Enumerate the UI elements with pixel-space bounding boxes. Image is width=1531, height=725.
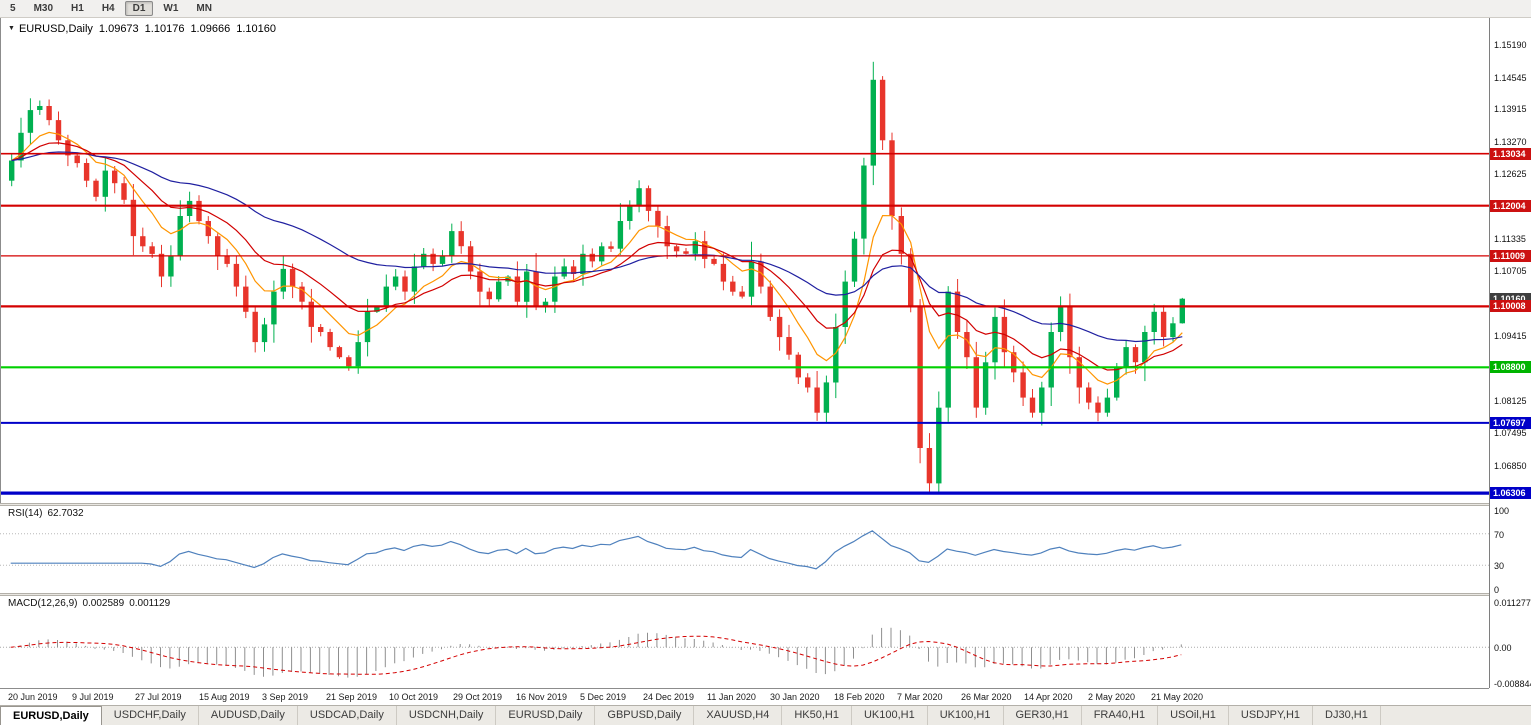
date-label: 20 Jun 2019 bbox=[8, 692, 58, 702]
chart-tab-dj30-h1[interactable]: DJ30,H1 bbox=[1313, 706, 1381, 725]
rsi-value: 62.7032 bbox=[47, 508, 84, 519]
ohlc-close: 1.10160 bbox=[236, 23, 276, 35]
chart-tab-eurusd-daily[interactable]: EURUSD,Daily bbox=[496, 706, 596, 725]
chart-tab-gbpusd-daily[interactable]: GBPUSD,Daily bbox=[595, 706, 695, 725]
main-price-chart-canvas[interactable] bbox=[0, 18, 1490, 503]
timeframe-toolbar: 5 M30 H1 H4 D1 W1 MN bbox=[0, 0, 1531, 18]
date-label: 11 Jan 2020 bbox=[707, 692, 756, 702]
date-label: 16 Nov 2019 bbox=[516, 692, 568, 702]
price-tick: 1.09415 bbox=[1494, 331, 1527, 341]
price-line-badge: 1.13034 bbox=[1490, 148, 1531, 160]
price-tick: 1.06850 bbox=[1494, 461, 1527, 471]
symbol-dropdown-icon[interactable]: ▼ bbox=[8, 25, 15, 32]
date-label: 3 Sep 2019 bbox=[262, 692, 309, 702]
date-label: 5 Dec 2019 bbox=[580, 692, 627, 702]
price-line-badge: 1.07697 bbox=[1490, 417, 1531, 429]
time-axis[interactable]: 20 Jun 2019 9 Jul 2019 27 Jul 2019 15 Aug 2… bbox=[0, 688, 1489, 706]
date-label: 7 Mar 2020 bbox=[897, 692, 943, 702]
chart-tab-uk100-h1[interactable]: UK100,H1 bbox=[852, 706, 928, 725]
date-label: 2 May 2020 bbox=[1088, 692, 1136, 702]
price-line-badge: 1.06306 bbox=[1490, 487, 1531, 499]
chart-tab-usdchf-daily[interactable]: USDCHF,Daily bbox=[102, 706, 199, 725]
date-label: 27 Jul 2019 bbox=[135, 692, 182, 702]
macd-signal-value: 0.001129 bbox=[129, 598, 171, 609]
price-tick: 1.10705 bbox=[1494, 266, 1527, 276]
chart-tab-audusd-daily[interactable]: AUDUSD,Daily bbox=[199, 706, 298, 725]
price-tick: 1.11335 bbox=[1494, 234, 1526, 244]
macd-axis-label: 0.00 bbox=[1494, 643, 1512, 653]
date-label: 14 Apr 2020 bbox=[1024, 692, 1073, 702]
macd-axis-label: 0.011277 bbox=[1494, 598, 1531, 608]
chart-tab-eurusd-daily[interactable]: EURUSD,Daily bbox=[0, 706, 102, 725]
macd-axis-label: -0.008844 bbox=[1494, 679, 1531, 689]
price-line-badge: 1.08800 bbox=[1490, 361, 1531, 373]
macd-main-value: 0.002589 bbox=[82, 598, 125, 609]
price-tick: 1.14545 bbox=[1494, 73, 1527, 83]
price-tick: 1.07495 bbox=[1494, 428, 1527, 438]
timeframe-button-W1[interactable]: W1 bbox=[163, 3, 179, 14]
chart-tab-uk100-h1[interactable]: UK100,H1 bbox=[928, 706, 1004, 725]
rsi-axis-label: 100 bbox=[1494, 506, 1510, 516]
date-label: 9 Jul 2019 bbox=[72, 692, 114, 702]
date-label: 15 Aug 2019 bbox=[199, 692, 250, 702]
chart-tab-ger30-h1[interactable]: GER30,H1 bbox=[1004, 706, 1082, 725]
chart-title: ▼ EURUSD,Daily 1.09673 1.10176 1.09666 1.1016… bbox=[8, 23, 276, 35]
macd-signal-line bbox=[10, 635, 1182, 675]
date-label: 26 Mar 2020 bbox=[961, 692, 1012, 702]
macd-label: MACD(12,26,9) 0.002589 0.001129 bbox=[8, 598, 170, 609]
macd-histogram bbox=[19, 627, 1182, 678]
rsi-axis-label: 0 bbox=[1494, 585, 1500, 595]
macd-name: MACD(12,26,9) bbox=[8, 598, 78, 609]
chart-tab-usdcnh-daily[interactable]: USDCNH,Daily bbox=[397, 706, 497, 725]
timeframe-button-M30[interactable]: M30 bbox=[33, 3, 54, 14]
timeframe-button-MN[interactable]: MN bbox=[196, 3, 212, 14]
price-tick: 1.08125 bbox=[1494, 396, 1527, 406]
timeframe-button-H4[interactable]: H4 bbox=[101, 3, 115, 14]
macd-indicator-canvas[interactable] bbox=[0, 596, 1489, 688]
panel-separator[interactable] bbox=[0, 503, 1531, 506]
price-line-badge: 1.10008 bbox=[1490, 300, 1531, 312]
price-line-badge: 1.12004 bbox=[1490, 200, 1531, 212]
ohlc-open: 1.09673 bbox=[98, 23, 139, 35]
price-axis[interactable]: 1.15190 1.14545 1.13915 1.13270 1.12625 1.113… bbox=[1489, 18, 1531, 689]
price-tick: 1.13915 bbox=[1494, 104, 1527, 114]
date-label: 21 May 2020 bbox=[1151, 692, 1204, 702]
chart-tab-usoil-h1[interactable]: USOil,H1 bbox=[1158, 706, 1229, 725]
panel-separator[interactable] bbox=[0, 593, 1531, 596]
price-tick: 1.13270 bbox=[1494, 137, 1527, 147]
chart-tab-xauusd-h4[interactable]: XAUUSD,H4 bbox=[694, 706, 783, 725]
chart-symbol-label: EURUSD,Daily bbox=[18, 23, 93, 35]
date-label: 30 Jan 2020 bbox=[770, 692, 820, 702]
rsi-line bbox=[10, 530, 1182, 570]
date-label: 21 Sep 2019 bbox=[326, 692, 378, 702]
chart-tab-usdjpy-h1[interactable]: USDJPY,H1 bbox=[1229, 706, 1314, 725]
rsi-axis-label: 30 bbox=[1494, 561, 1505, 571]
price-line-badge: 1.11009 bbox=[1490, 250, 1531, 262]
timeframe-button-5[interactable]: 5 bbox=[10, 3, 16, 14]
rsi-name: RSI(14) bbox=[8, 508, 43, 519]
candles bbox=[9, 61, 1185, 495]
date-label: 10 Oct 2019 bbox=[389, 692, 439, 702]
price-tick: 1.15190 bbox=[1494, 40, 1527, 50]
moving-average-line bbox=[11, 131, 1183, 385]
chart-tabs-bar: EURUSD,Daily USDCHF,Daily AUDUSD,Daily USDC… bbox=[0, 705, 1531, 725]
moving-average-line bbox=[11, 142, 1183, 371]
date-label: 18 Feb 2020 bbox=[834, 692, 885, 702]
price-tick: 1.12625 bbox=[1494, 169, 1527, 179]
rsi-indicator-canvas[interactable] bbox=[0, 506, 1489, 593]
date-label: 29 Oct 2019 bbox=[453, 692, 503, 702]
rsi-axis-label: 70 bbox=[1494, 530, 1505, 540]
ohlc-low: 1.09666 bbox=[190, 23, 231, 35]
ohlc-high: 1.10176 bbox=[144, 23, 185, 35]
rsi-label: RSI(14) 62.7032 bbox=[8, 508, 84, 519]
moving-average-line bbox=[11, 151, 1183, 343]
chart-tab-fra40-h1[interactable]: FRA40,H1 bbox=[1082, 706, 1159, 725]
date-label: 24 Dec 2019 bbox=[643, 692, 695, 702]
timeframe-button-H1[interactable]: H1 bbox=[71, 3, 84, 14]
chart-tab-usdcad-daily[interactable]: USDCAD,Daily bbox=[298, 706, 397, 725]
timeframe-button-D1[interactable]: D1 bbox=[124, 1, 154, 16]
chart-tab-hk50-h1[interactable]: HK50,H1 bbox=[782, 706, 852, 725]
